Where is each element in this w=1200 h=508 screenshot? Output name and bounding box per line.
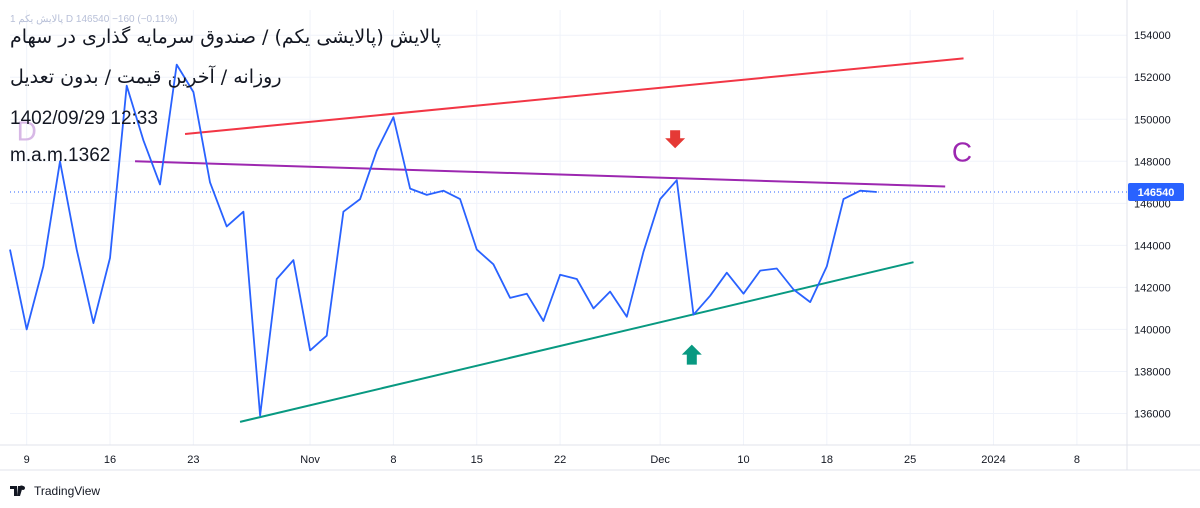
trendline-middle[interactable] [134,160,946,188]
x-tick-label: 22 [554,454,566,466]
chart-datetime: 1402/09/29 12:33 [10,108,158,129]
y-tick-label: 138000 [1134,366,1171,378]
x-tick-label: 25 [904,454,916,466]
tradingview-label: TradingView [34,484,101,498]
x-tick-label: Dec [650,454,670,466]
chart-subtitle: روزانه / آخرین قیمت / بدون تعدیل [10,66,282,88]
trendline-upper[interactable] [184,57,964,135]
down-arrow-marker [665,130,686,149]
y-tick-label: 142000 [1134,282,1171,294]
y-tick-label: 150000 [1134,114,1171,126]
tradingview-brand[interactable]: TradingView [10,484,100,498]
y-tick-label: 152000 [1134,72,1171,84]
x-tick-label: 8 [1074,454,1080,466]
x-tick-label: 15 [471,454,483,466]
y-tick-label: 140000 [1134,324,1171,336]
label-d: D [17,115,37,146]
label-c: C [952,136,972,167]
x-tick-label: Nov [300,454,320,466]
tradingview-logo-icon [10,485,26,496]
y-tick-label: 146000 [1134,198,1171,210]
chart-title: پالایش (پالایشی یکم) / صندوق سرمایه گذار… [10,26,442,48]
x-tick-label: 8 [390,454,396,466]
last-price-label: 146540 [1138,187,1175,199]
chart-author: m.a.m.1362 [10,145,111,166]
up-arrow-marker [681,344,702,365]
y-tick-label: 154000 [1134,30,1171,42]
y-tick-label: 144000 [1134,240,1171,252]
x-tick-label: 10 [737,454,749,466]
x-tick-label: 9 [24,454,30,466]
x-tick-label: 2024 [981,454,1005,466]
y-tick-label: 136000 [1134,408,1171,420]
x-tick-label: 18 [821,454,833,466]
last-price-badge [1128,182,1184,201]
x-tick-label: 16 [104,454,116,466]
trendline-lower[interactable] [239,261,914,423]
symbol-legend: پالایش یکم 1 D 146540 −160 (−0.11%) [10,14,178,25]
x-tick-label: 23 [187,454,199,466]
y-tick-label: 148000 [1134,156,1171,168]
